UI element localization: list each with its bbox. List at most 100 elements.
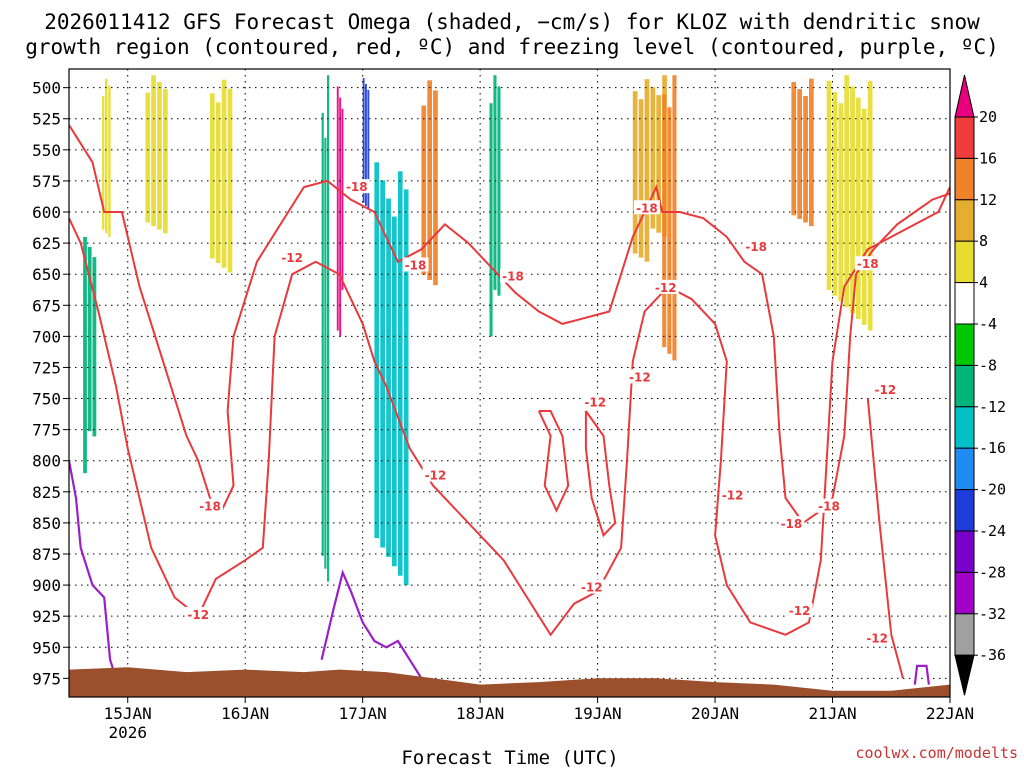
omega-streak xyxy=(832,92,838,296)
isotherm-label: -18 xyxy=(502,270,524,284)
colorbar-tick-label: 12 xyxy=(979,191,997,209)
y-tick-label: 825 xyxy=(32,483,61,502)
y-tick-label: 550 xyxy=(32,141,61,160)
omega-shading-cell xyxy=(210,79,233,273)
isotherm-label: -12 xyxy=(581,581,603,595)
isotherm-label-bg xyxy=(185,606,212,621)
isotherm-label: -18 xyxy=(405,258,427,272)
omega-streak xyxy=(157,82,162,230)
omega-streak xyxy=(215,102,221,264)
omega-shading-cell xyxy=(321,75,330,582)
y-tick-label: 850 xyxy=(32,514,61,533)
omega-streak xyxy=(650,87,656,229)
omega-streak xyxy=(662,94,667,348)
omega-streak xyxy=(433,90,438,286)
isotherm-label-bg xyxy=(719,487,746,502)
x-tick-label: 17JAN xyxy=(339,704,387,723)
y-tick-label: 625 xyxy=(32,234,61,253)
omega-streak xyxy=(850,86,855,314)
y-tick-label: 600 xyxy=(32,203,61,222)
omega-streak xyxy=(145,92,151,223)
omega-shading-cell xyxy=(362,78,370,209)
omega-streak xyxy=(403,189,409,585)
omega-streak xyxy=(656,95,661,233)
plot-contents: -18 -12 -18 -18 -18 -18 -18 -12 -12 -12 -12 -18 -12 -… xyxy=(69,69,950,697)
omega-streak xyxy=(809,78,814,227)
isotherm-label: -18 xyxy=(346,180,368,194)
y-tick-label: 650 xyxy=(32,265,61,284)
y-tick-label: 900 xyxy=(32,576,61,595)
isotherm-label-bg xyxy=(864,630,891,645)
omega-streak xyxy=(826,80,832,290)
credit-text: coolwx.com/modelts xyxy=(855,744,1018,762)
omega-streak xyxy=(386,198,391,557)
colorbar-tick-label: 20 xyxy=(979,108,997,126)
colorbar-segment xyxy=(954,613,975,656)
isotherm-label: -12 xyxy=(187,608,209,622)
colorbar-tick-label: 16 xyxy=(979,149,997,167)
x-tick-label: 20JAN xyxy=(691,704,739,723)
colorbar-segment xyxy=(954,282,975,325)
x-axis-label: Forecast Time (UTC) xyxy=(401,747,618,768)
isotherm-label-bg xyxy=(786,603,813,618)
y-tick-label: 775 xyxy=(32,421,61,440)
omega-streak xyxy=(797,89,802,219)
colorbar-tick-label: -16 xyxy=(979,439,1006,457)
omega-streak xyxy=(861,108,867,325)
y-tick-label: 700 xyxy=(32,327,61,346)
omega-streak xyxy=(644,79,650,262)
x-tick-label: 15JAN xyxy=(104,704,152,723)
omega-shading-cell xyxy=(791,78,814,227)
isotherm-label-bg xyxy=(422,467,449,482)
isotherm-label-bg xyxy=(196,498,223,513)
isotherm-label-bg xyxy=(582,394,609,409)
isotherm-label: -18 xyxy=(818,500,840,514)
omega-streak xyxy=(838,103,844,302)
colorbar-tick-label: -36 xyxy=(979,646,1006,664)
omega-streak xyxy=(844,75,849,308)
omega-shading-cell xyxy=(336,86,344,337)
isotherm-label: -18 xyxy=(199,500,221,514)
colorbar-tick-label: -20 xyxy=(979,481,1006,499)
omega-streak xyxy=(221,79,227,268)
omega-streak xyxy=(497,86,501,296)
isotherm-label-bg xyxy=(872,381,899,396)
terrain xyxy=(69,667,950,697)
y-tick-label: 575 xyxy=(32,172,61,191)
isotherm-label-bg xyxy=(500,268,527,283)
x-tick-label: 18JAN xyxy=(456,704,504,723)
omega-streak xyxy=(397,171,403,576)
omega-streak xyxy=(380,180,385,548)
isotherm-label: -12 xyxy=(584,395,606,409)
omega-streak xyxy=(791,82,797,216)
omega-streak xyxy=(421,105,427,275)
freezing-level-line xyxy=(69,460,118,679)
omega-shading-cell xyxy=(83,236,97,474)
isotherm-label-bg xyxy=(633,200,660,215)
y-tick-label: 925 xyxy=(32,607,61,626)
omega-shading-cell xyxy=(826,75,873,331)
x-tick-label: 16JAN xyxy=(221,704,269,723)
colorbar-segment xyxy=(954,406,975,449)
colorbar-tick-label: -28 xyxy=(979,563,1006,581)
omega-streak xyxy=(327,75,330,582)
omega-streak xyxy=(210,93,215,259)
omega-streak xyxy=(632,91,638,254)
plot-background xyxy=(69,69,950,697)
isotherm-label: -12 xyxy=(281,251,303,265)
omega-shading-cell xyxy=(421,80,438,286)
y-tick-label: 675 xyxy=(32,296,61,315)
y-tick-label: 500 xyxy=(32,79,61,98)
omega-streak xyxy=(365,84,367,206)
omega-streak xyxy=(336,86,339,331)
isotherm-label-bg xyxy=(578,579,605,594)
isotherm-label-bg xyxy=(816,498,843,513)
y-tick-label: 975 xyxy=(32,669,61,688)
y-tick-label: 950 xyxy=(32,638,61,657)
colorbar-top-arrow xyxy=(954,74,975,118)
colorbar-segment xyxy=(954,323,975,366)
x-tick-label: 22JAN xyxy=(926,704,974,723)
omega-streak xyxy=(427,80,432,280)
